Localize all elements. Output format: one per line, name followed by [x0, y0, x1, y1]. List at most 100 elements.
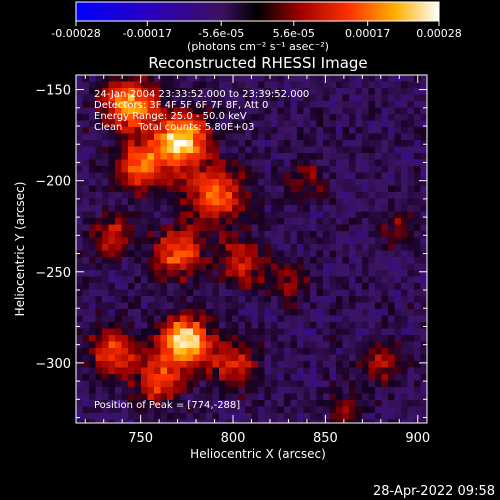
heatmap-cell	[115, 140, 122, 147]
heatmap-cell	[310, 140, 317, 147]
heatmap-cell	[368, 166, 376, 173]
heatmap-cell	[108, 276, 116, 284]
heatmap-cell	[89, 75, 96, 82]
heatmap-cell	[290, 413, 298, 420]
heatmap-cell	[329, 244, 337, 251]
heatmap-cell	[102, 419, 109, 423]
heatmap-cell	[199, 289, 207, 297]
heatmap-cell	[401, 211, 408, 219]
heatmap-cell	[167, 218, 174, 225]
heatmap-cell	[180, 257, 187, 264]
heatmap-cell	[147, 276, 155, 284]
heatmap-cell	[245, 140, 252, 147]
heatmap-cell	[375, 75, 382, 82]
heatmap-cell	[147, 244, 155, 251]
heatmap-cell	[362, 166, 369, 173]
heatmap-cell	[362, 367, 369, 375]
heatmap-pixels	[76, 75, 427, 423]
heatmap-cell	[219, 88, 226, 95]
heatmap-cell	[108, 120, 116, 128]
heatmap-cell	[336, 413, 343, 420]
heatmap-cell	[381, 146, 389, 154]
heatmap-cell	[147, 140, 155, 147]
heatmap-cell	[342, 354, 350, 362]
heatmap-cell	[121, 374, 129, 381]
heatmap-cell	[212, 192, 220, 199]
heatmap-cell	[355, 393, 363, 401]
heatmap-cell	[290, 75, 298, 82]
heatmap-cell	[134, 224, 142, 232]
heatmap-cell	[206, 419, 213, 423]
heatmap-cell	[303, 335, 311, 342]
heatmap-cell	[141, 101, 148, 108]
heatmap-cell	[225, 328, 233, 336]
heatmap-cell	[225, 341, 233, 349]
heatmap-cell	[180, 107, 187, 115]
heatmap-cell	[232, 107, 239, 115]
heatmap-cell	[147, 283, 155, 290]
heatmap-cell	[381, 159, 389, 167]
heatmap-cell	[355, 166, 363, 173]
heatmap-cell	[121, 348, 129, 355]
heatmap-cell	[381, 218, 389, 225]
heatmap-cell	[225, 198, 233, 206]
heatmap-cell	[303, 153, 311, 160]
heatmap-cell	[82, 120, 90, 128]
heatmap-cell	[108, 75, 116, 82]
heatmap-cell	[284, 198, 291, 206]
heatmap-cell	[303, 328, 311, 336]
heatmap-cell	[212, 231, 220, 238]
heatmap-cell	[329, 88, 337, 95]
heatmap-cell	[89, 367, 96, 375]
heatmap-cell	[355, 179, 363, 186]
heatmap-cell	[303, 393, 311, 401]
heatmap-cell	[271, 354, 278, 362]
heatmap-cell	[173, 335, 181, 342]
heatmap-cell	[89, 315, 96, 323]
heatmap-cell	[290, 205, 298, 212]
heatmap-cell	[297, 166, 304, 173]
heatmap-cell	[193, 380, 200, 388]
heatmap-cell	[284, 263, 291, 271]
heatmap-cell	[238, 289, 246, 297]
heatmap-cell	[329, 231, 337, 238]
heatmap-cell	[303, 244, 311, 251]
heatmap-cell	[95, 244, 103, 251]
heatmap-cell	[290, 296, 298, 303]
heatmap-cell	[310, 374, 317, 381]
heatmap-cell	[238, 263, 246, 271]
heatmap-cell	[277, 328, 285, 336]
heatmap-cell	[342, 387, 350, 394]
heatmap-cell	[310, 393, 317, 401]
heatmap-cell	[336, 133, 343, 141]
heatmap-cell	[381, 419, 389, 423]
heatmap-cell	[89, 374, 96, 381]
heatmap-cell	[232, 159, 239, 167]
heatmap-cell	[420, 257, 427, 264]
heatmap-cell	[316, 257, 324, 264]
heatmap-cell	[147, 309, 155, 316]
heatmap-cell	[284, 315, 291, 323]
heatmap-cell	[115, 348, 122, 355]
heatmap-cell	[186, 354, 194, 362]
heatmap-cell	[342, 146, 350, 154]
heatmap-cell	[271, 296, 278, 303]
heatmap-cell	[258, 185, 265, 193]
heatmap-cell	[154, 270, 161, 277]
heatmap-cell	[238, 348, 246, 355]
heatmap-cell	[362, 341, 369, 349]
heatmap-cell	[232, 393, 239, 401]
heatmap-cell	[420, 406, 427, 414]
heatmap-cell	[362, 114, 369, 121]
heatmap-cell	[95, 322, 103, 329]
heatmap-cell	[180, 406, 187, 414]
heatmap-cell	[232, 289, 239, 297]
heatmap-cell	[154, 172, 161, 180]
heatmap-cell	[316, 400, 324, 407]
heatmap-cell	[95, 120, 103, 128]
heatmap-cell	[212, 250, 220, 258]
heatmap-cell	[108, 231, 116, 238]
heatmap-cell	[368, 198, 376, 206]
x-tick-label: 750	[128, 431, 153, 446]
heatmap-cell	[362, 75, 369, 82]
